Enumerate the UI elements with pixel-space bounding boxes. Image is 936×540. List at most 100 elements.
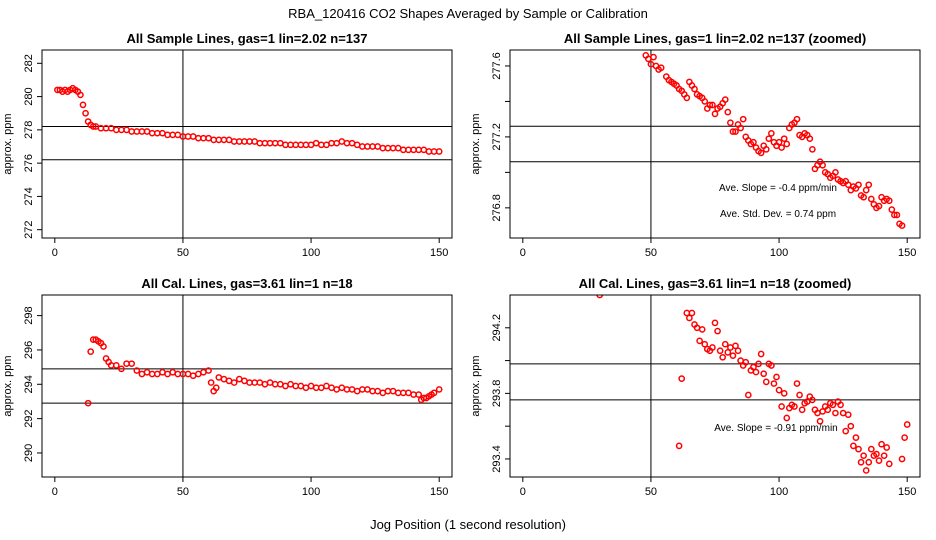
data-point (714, 327, 721, 335)
data-point (716, 347, 724, 355)
data-point (742, 358, 750, 366)
data-point (780, 135, 788, 143)
y-tick-label: 290 (23, 444, 35, 462)
data-point (721, 340, 729, 348)
y-tick-label: 278 (23, 121, 35, 139)
data-point (867, 195, 875, 203)
chart-title: All Cal. Lines, gas=3.61 lin=1 n=18 (141, 276, 352, 291)
data-point (133, 367, 141, 374)
data-point (711, 110, 719, 118)
y-tick-label: 296 (23, 341, 35, 359)
chart-panel-1: All Sample Lines, gas=1 lin=2.02 n=137 ap… (2, 31, 453, 259)
data-point (898, 455, 906, 463)
data-point (732, 342, 739, 350)
data-point (862, 186, 870, 194)
y-axis-label: approx. ppm (2, 113, 14, 174)
data-point (829, 401, 837, 409)
data-point (842, 427, 850, 435)
data-point (816, 417, 824, 425)
data-point (415, 391, 423, 398)
reference-lines (42, 50, 452, 238)
data-point (84, 399, 92, 407)
data-point (888, 206, 896, 213)
x-tick-label: 0 (52, 486, 58, 498)
data-point (793, 380, 801, 387)
data-point (706, 101, 714, 109)
data-point (832, 169, 839, 176)
data-point (752, 368, 760, 376)
x-tick-label: 0 (52, 247, 58, 259)
y-tick-label: 292 (23, 409, 35, 427)
data-point (855, 445, 862, 453)
reference-lines (42, 295, 452, 477)
data-point (128, 360, 136, 368)
data-point (100, 343, 107, 350)
data-point (737, 124, 744, 132)
chart-title: All Sample Lines, gas=1 lin=2.02 n=137 (… (564, 31, 866, 46)
data-point (844, 411, 852, 419)
x-tick-label: 50 (645, 486, 657, 498)
data-point (750, 363, 757, 371)
y-tick-label: 277.2 (491, 123, 503, 151)
chart-panel-3: All Cal. Lines, gas=3.61 lin=1 n=18 appro… (2, 276, 453, 498)
data-point (657, 64, 665, 72)
chart-title: All Cal. Lines, gas=3.61 lin=1 n=18 (zoo… (579, 276, 852, 291)
data-point (205, 367, 212, 374)
data-point (698, 326, 706, 333)
x-tick-label: 100 (302, 247, 320, 259)
data-point (806, 135, 814, 143)
data-point (765, 135, 773, 143)
data-point (770, 380, 778, 387)
data-point (87, 348, 95, 356)
y-axis-label: approx. ppm (470, 113, 482, 174)
y-tick-label: 274 (23, 187, 35, 205)
data-point (683, 94, 691, 102)
data-point (783, 140, 791, 148)
data-point (867, 445, 875, 453)
data-point (430, 389, 438, 397)
data-point (852, 434, 860, 441)
data-point (89, 123, 97, 130)
chart-panel-2: All Sample Lines, gas=1 lin=2.02 n=137 (… (470, 31, 921, 259)
data-point (709, 344, 716, 351)
data-point (729, 128, 737, 135)
data-point (875, 202, 883, 210)
data-point (855, 181, 862, 189)
y-tick-label: 272 (23, 221, 35, 239)
data-point (837, 401, 844, 409)
data-point (82, 109, 89, 117)
x-tick-label: 0 (520, 486, 526, 498)
data-point (875, 457, 883, 464)
y-tick-label: 276.8 (491, 194, 503, 222)
data-point (691, 85, 698, 93)
data-point (678, 375, 686, 382)
data-points (84, 336, 443, 407)
data-point (793, 115, 801, 123)
main-title: RBA_120416 CO2 Shapes Averaged by Sample… (288, 6, 648, 21)
data-point (885, 197, 893, 205)
data-point (724, 108, 732, 116)
plot-frame (41, 49, 453, 239)
data-point (898, 222, 906, 229)
y-tick-label: 293.8 (491, 380, 503, 408)
data-point (688, 309, 696, 317)
annotation-text: Ave. Slope = -0.91 ppm/min (714, 423, 838, 434)
data-point (778, 403, 785, 410)
chart-title: All Sample Lines, gas=1 lin=2.02 n=137 (127, 31, 368, 46)
data-point (857, 458, 865, 466)
x-tick-label: 150 (430, 247, 448, 259)
data-point (727, 119, 734, 127)
data-point (860, 193, 867, 201)
data-point (721, 96, 729, 104)
data-point (696, 337, 703, 345)
data-point (435, 148, 443, 155)
data-point (755, 360, 762, 368)
x-tick-label: 50 (177, 247, 189, 259)
data-point (783, 414, 791, 422)
data-point (757, 149, 765, 157)
data-point (780, 390, 788, 397)
x-tick-label: 50 (645, 247, 657, 259)
x-tick-label: 150 (430, 486, 448, 498)
data-point (893, 211, 901, 219)
data-point (850, 442, 857, 450)
